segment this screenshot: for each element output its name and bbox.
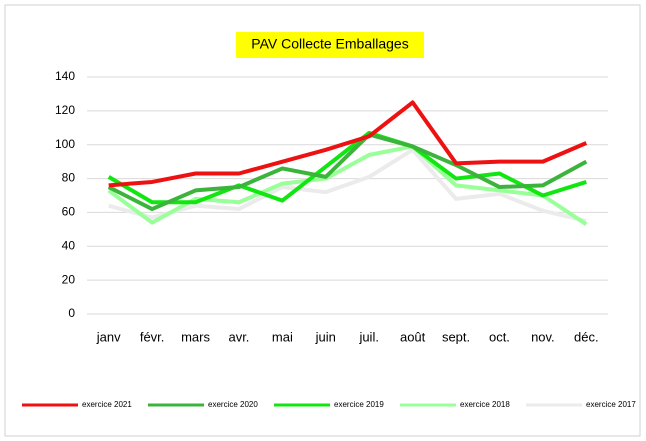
series-line <box>107 132 588 212</box>
x-tick-label: mars <box>181 329 210 344</box>
x-tick-label: janv <box>96 329 121 344</box>
title-box <box>236 32 424 58</box>
x-tick-label: juin <box>315 329 336 344</box>
x-tick-label: févr. <box>140 329 165 344</box>
y-tick-label: 60 <box>62 205 76 219</box>
y-tick-label: 0 <box>68 306 75 320</box>
chart-title: PAV Collecte Emballages <box>251 36 408 52</box>
legend-label: exercice 2021 <box>82 400 132 409</box>
y-tick-label: 140 <box>55 69 75 83</box>
x-tick-label: mai <box>272 329 293 344</box>
x-tick-label: nov. <box>531 329 555 344</box>
x-tick-label: juil. <box>358 329 379 344</box>
y-tick-label: 100 <box>55 137 75 151</box>
x-tick-label: août <box>400 329 426 344</box>
series-line <box>107 130 587 205</box>
y-tick-label: 120 <box>55 103 75 117</box>
y-tick-label: 40 <box>62 238 76 252</box>
legend-label: exercice 2017 <box>586 400 636 409</box>
series-line <box>108 100 588 188</box>
legend-label: exercice 2020 <box>208 400 258 409</box>
legend-label: exercice 2018 <box>460 400 510 409</box>
y-tick-label: 20 <box>62 272 76 286</box>
x-tick-label: déc. <box>574 329 599 344</box>
series-line <box>108 147 587 223</box>
legend-label: exercice 2019 <box>334 400 384 409</box>
x-tick-label: avr. <box>228 329 249 344</box>
y-tick-label: 80 <box>62 171 76 185</box>
x-tick-label: sept. <box>442 329 470 344</box>
chart-frame <box>4 4 641 437</box>
x-tick-label: oct. <box>489 329 510 344</box>
